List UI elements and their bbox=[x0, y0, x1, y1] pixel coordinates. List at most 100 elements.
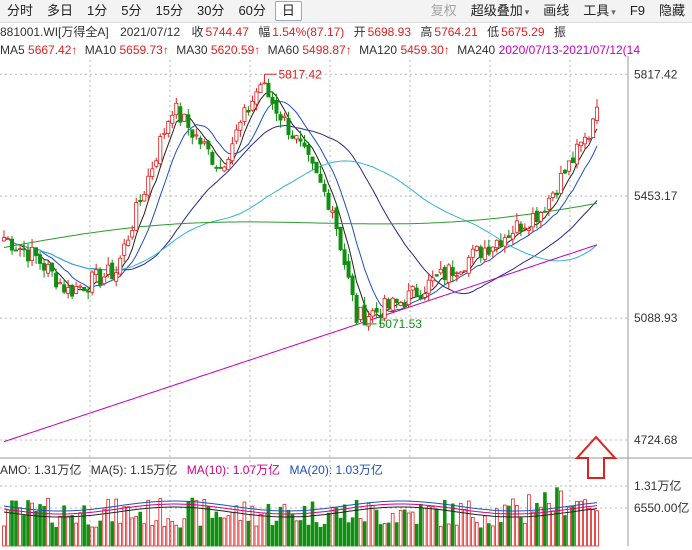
candle-body bbox=[82, 286, 87, 292]
volume-bar bbox=[214, 511, 219, 547]
tab-intraday[interactable]: 分时 bbox=[7, 3, 34, 18]
candle-body bbox=[102, 276, 107, 285]
volume-bar bbox=[266, 504, 271, 547]
candle-body bbox=[430, 277, 435, 282]
candle-body bbox=[330, 210, 335, 214]
volume-bar bbox=[474, 522, 479, 547]
candle-body bbox=[582, 136, 587, 145]
volume-bars bbox=[2, 487, 599, 547]
volume-bar bbox=[290, 514, 295, 547]
candle-body bbox=[30, 246, 35, 262]
tab-15min[interactable]: 15分 bbox=[155, 3, 183, 18]
tab-daily[interactable]: 日 bbox=[274, 1, 302, 21]
candle-body bbox=[398, 302, 403, 306]
volume-bar bbox=[563, 515, 567, 547]
candle-body bbox=[502, 237, 507, 247]
low-label: 低 bbox=[487, 25, 500, 39]
volume-bar bbox=[2, 525, 6, 547]
volume-legend: AMO: 1.31万亿 MA(5): 1.15万亿 MA(10): 1.07万亿… bbox=[0, 461, 640, 479]
volume-bar bbox=[394, 522, 399, 547]
volume-bar bbox=[362, 521, 367, 547]
volume-ma-line bbox=[3, 506, 598, 518]
candle-body bbox=[238, 121, 243, 131]
tab-60min[interactable]: 60分 bbox=[238, 3, 266, 18]
draw-line-button[interactable]: 画线 bbox=[543, 3, 570, 18]
volume-bar bbox=[575, 500, 579, 547]
volume-bar bbox=[390, 512, 395, 547]
candle-body bbox=[322, 183, 327, 192]
volume-bar bbox=[555, 487, 559, 547]
volume-bar bbox=[318, 526, 323, 547]
candles bbox=[2, 74, 599, 331]
hide-button[interactable]: 隐藏 bbox=[658, 3, 685, 18]
ma120-legend: MA120 5459.30↑ bbox=[359, 43, 450, 57]
close-label: 收 bbox=[191, 25, 204, 39]
volume-ma-line bbox=[3, 503, 598, 515]
candle-body bbox=[106, 264, 111, 275]
candle-body bbox=[202, 141, 207, 144]
candle-body bbox=[42, 263, 47, 271]
volume-bar bbox=[382, 523, 387, 547]
up-arrow-icon bbox=[574, 435, 618, 479]
candle-body bbox=[418, 295, 423, 300]
tab-5min[interactable]: 5分 bbox=[121, 3, 142, 18]
tools-button[interactable]: 工具 bbox=[576, 0, 623, 22]
volume-bar bbox=[106, 499, 110, 547]
candle-body bbox=[170, 114, 175, 124]
candle-body bbox=[386, 299, 391, 309]
candle-body bbox=[334, 207, 339, 229]
candle-body bbox=[134, 202, 139, 231]
volume-bar bbox=[547, 502, 551, 547]
vol-ma5-legend: MA(5): 1.15万亿 bbox=[90, 463, 178, 477]
candle-body bbox=[190, 129, 195, 138]
tab-30min[interactable]: 30分 bbox=[196, 3, 225, 18]
tab-1min[interactable]: 1分 bbox=[87, 3, 108, 18]
candle-body bbox=[510, 233, 515, 240]
volume-bar bbox=[454, 524, 459, 547]
volume-bar bbox=[386, 522, 391, 547]
volume-bar bbox=[571, 506, 575, 547]
candle-body bbox=[554, 192, 559, 196]
tab-multiday[interactable]: 多日 bbox=[47, 3, 74, 18]
candle-body bbox=[98, 269, 103, 286]
volume-bar bbox=[442, 500, 447, 547]
candle-body bbox=[210, 151, 215, 165]
candle-body bbox=[530, 213, 535, 228]
candle-body bbox=[366, 316, 371, 327]
candle-body bbox=[206, 140, 211, 150]
f9-button[interactable]: F9 bbox=[629, 3, 645, 18]
volume-bar bbox=[422, 507, 427, 547]
candle-body bbox=[26, 249, 31, 262]
volume-bar bbox=[410, 511, 415, 547]
super-overlay-button[interactable]: 超级叠加 bbox=[464, 0, 537, 22]
volume-bar bbox=[102, 508, 106, 547]
volume-bar bbox=[142, 523, 147, 547]
candle-body bbox=[282, 115, 287, 119]
candle-body bbox=[490, 246, 495, 252]
candle-body bbox=[110, 262, 115, 280]
candle-body bbox=[278, 114, 283, 121]
chart-annotations: 5817.42 5071.53 bbox=[264, 67, 422, 331]
candle-body bbox=[274, 99, 279, 114]
candle-body bbox=[570, 157, 575, 163]
ma240-line bbox=[3, 244, 598, 443]
candle-body bbox=[422, 293, 427, 298]
candle-body bbox=[442, 267, 447, 281]
volume-bar bbox=[519, 517, 523, 547]
volume-bar bbox=[66, 515, 70, 547]
candle-body bbox=[466, 257, 471, 274]
ma240-legend: MA240 2020/07/13-2021/07/12(149日) bbox=[457, 43, 640, 57]
candle-body bbox=[350, 275, 355, 295]
volume-bar bbox=[434, 508, 439, 547]
candle-body bbox=[454, 275, 459, 278]
candle-body bbox=[434, 274, 439, 277]
volume-bar bbox=[358, 518, 363, 547]
candle-body bbox=[482, 247, 487, 260]
candle-body bbox=[562, 169, 567, 174]
candle-body bbox=[390, 297, 395, 311]
volume-bar bbox=[458, 503, 463, 547]
volume-bar bbox=[587, 507, 591, 547]
volume-bar bbox=[551, 510, 555, 547]
adjust-button[interactable]: 复权 bbox=[430, 3, 457, 18]
